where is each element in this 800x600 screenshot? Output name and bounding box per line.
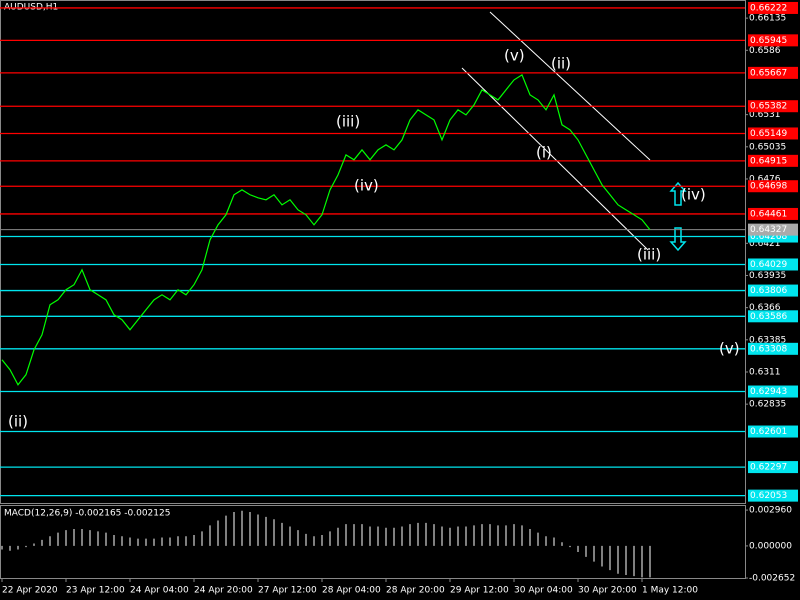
y-tick-label: 0.63935 — [749, 271, 786, 281]
macd-panel — [0, 505, 746, 579]
macd-tick-label: -0.002652 — [749, 574, 795, 584]
wave-label: (i) — [536, 144, 552, 162]
level-label-box — [748, 127, 798, 140]
wave-label: (iii) — [637, 246, 661, 264]
wave-label: (iii) — [336, 113, 360, 131]
level-label: 0.63308 — [750, 344, 787, 354]
y-tick-label: 0.6366 — [749, 303, 781, 313]
y-tick-label: 0.62835 — [749, 400, 786, 410]
x-tick-label: 24 Apr 20:00 — [194, 586, 253, 596]
channel-line — [489, 11, 651, 161]
x-tick-label: 30 Apr 04:00 — [514, 586, 573, 596]
level-label-box — [748, 284, 798, 297]
price-panel — [0, 0, 746, 504]
wave-label: (v) — [504, 47, 525, 65]
up-arrow — [669, 181, 687, 206]
level-label-box — [748, 461, 798, 474]
x-tick-label: 28 Apr 04:00 — [322, 586, 381, 596]
wave-label: (v) — [719, 340, 740, 358]
level-label: 0.64029 — [750, 260, 787, 270]
level-label-box — [748, 258, 798, 271]
wave-label: (iv) — [354, 177, 379, 195]
y-tick-label: 0.6476 — [749, 174, 781, 184]
level-label: 0.62053 — [750, 491, 787, 501]
level-label-box — [748, 425, 798, 438]
level-label: 0.62601 — [750, 427, 787, 437]
macd-tick-label: 0.002960 — [749, 506, 792, 516]
level-label: 0.63806 — [750, 286, 787, 296]
last-price-label: 0.64327 — [750, 225, 787, 235]
wave-label: (ii) — [551, 55, 571, 73]
y-tick-label: 0.6531 — [749, 110, 781, 120]
down-arrow — [669, 227, 687, 252]
level-label: 0.62297 — [750, 463, 787, 473]
level-label-box — [748, 34, 798, 47]
level-label-box — [748, 180, 798, 193]
y-tick-label: 0.65035 — [749, 142, 786, 152]
macd-tick-label: 0.000000 — [749, 541, 792, 551]
level-label: 0.65382 — [750, 102, 787, 112]
last-price-box — [748, 223, 798, 236]
x-tick-label: 29 Apr 12:00 — [450, 586, 509, 596]
level-label-box — [748, 66, 798, 79]
level-label: 0.64268 — [750, 232, 787, 242]
y-tick-label: 0.6311 — [749, 367, 781, 377]
level-label: 0.65667 — [750, 68, 787, 78]
level-label: 0.64915 — [750, 156, 787, 166]
x-tick-label: 22 Apr 2020 — [2, 586, 58, 596]
level-label: 0.63586 — [750, 312, 787, 322]
level-label: 0.64698 — [750, 182, 787, 192]
level-label-box — [748, 385, 798, 398]
x-tick-label: 24 Apr 04:00 — [130, 586, 189, 596]
wave-label: (ii) — [8, 413, 28, 431]
level-label-box — [748, 310, 798, 323]
x-tick-label: 1 May 12:00 — [642, 586, 698, 596]
level-label-box — [748, 154, 798, 167]
x-tick-label: 23 Apr 12:00 — [66, 586, 125, 596]
level-label-box — [748, 207, 798, 220]
x-tick-label: 28 Apr 20:00 — [386, 586, 445, 596]
level-label-box — [748, 342, 798, 355]
y-tick-label: 0.6421 — [749, 239, 781, 249]
wave-label: (iv) — [681, 186, 706, 204]
price-line — [1, 73, 651, 386]
y-tick-label: 0.66135 — [749, 14, 786, 24]
level-label-box — [748, 1, 798, 14]
level-label: 0.62943 — [750, 387, 787, 397]
level-label: 0.65149 — [750, 129, 787, 139]
level-label: 0.66222 — [750, 3, 787, 13]
x-tick-label: 30 Apr 20:00 — [578, 586, 637, 596]
y-tick-label: 0.6586 — [749, 46, 781, 56]
level-label-box — [748, 100, 798, 113]
y-tick-label: 0.63385 — [749, 335, 786, 345]
level-label: 0.64461 — [750, 209, 787, 219]
level-label: 0.65945 — [750, 36, 787, 46]
level-label-box — [748, 489, 798, 502]
channel-line — [461, 67, 649, 251]
x-tick-label: 27 Apr 12:00 — [258, 586, 317, 596]
macd-title: MACD(12,26,9) -0.002165 -0.002125 — [4, 509, 170, 519]
